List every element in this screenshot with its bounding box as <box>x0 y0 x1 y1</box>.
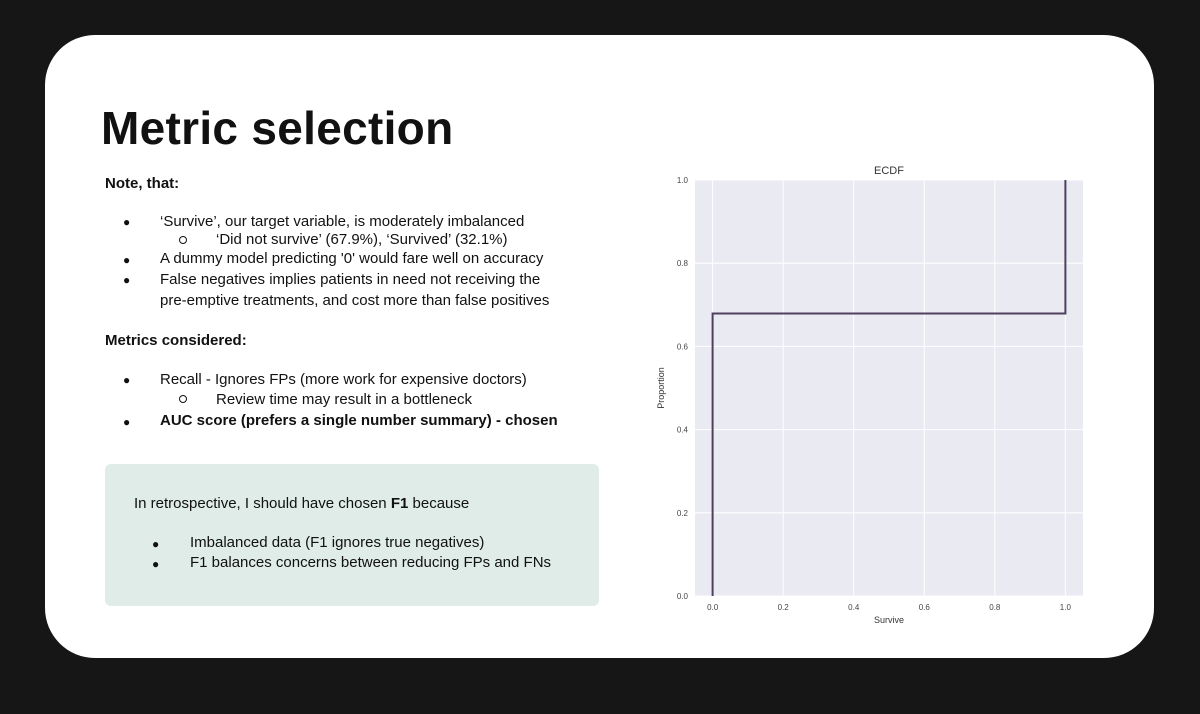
bullet-icon: ● <box>123 373 131 387</box>
callout-item: F1 balances concerns between reducing FP… <box>190 554 552 571</box>
y-tick-label: 0.8 <box>677 259 689 268</box>
x-tick-label: 1.0 <box>1060 603 1072 612</box>
y-tick-label: 0.2 <box>677 509 689 518</box>
x-tick-label: 0.6 <box>919 603 931 612</box>
note-item: False negatives implies patients in need… <box>160 271 541 288</box>
chart-title: ECDF <box>874 165 904 177</box>
y-axis-label: Proportion <box>656 367 666 409</box>
metric-item-chosen: AUC score (prefers a single number summa… <box>160 412 558 429</box>
y-tick-label: 0.4 <box>677 426 689 435</box>
bullet-icon: ● <box>152 557 160 571</box>
callout-intro-bold: F1 <box>390 495 409 512</box>
callout-intro: In retrospective, I should have chosen F… <box>134 495 469 512</box>
sub-bullet-icon <box>179 236 187 244</box>
sub-bullet-icon <box>179 395 187 403</box>
callout-intro-text: In retrospective, I should have chosen <box>134 495 391 512</box>
note-heading: Note, that: <box>105 175 180 192</box>
ecdf-chart: 0.0 0.2 0.4 0.6 0.8 1.0 0.0 0.2 0.4 0.6 0.8 1.0 ECD… <box>656 165 1083 625</box>
bullet-icon: ● <box>152 537 160 551</box>
metrics-heading: Metrics considered: <box>105 332 247 349</box>
page-title: Metric selection <box>101 102 454 154</box>
note-item: ‘Survive’, our target variable, is moder… <box>160 213 525 230</box>
callout-item: Imbalanced data (F1 ignores true negativ… <box>190 534 485 551</box>
y-tick-label: 0.0 <box>677 592 689 601</box>
callout-intro-end: because <box>408 495 470 512</box>
ecdf-line <box>711 180 1067 596</box>
note-item-continued: pre-emptive treatments, and cost more th… <box>160 292 550 309</box>
x-tick-label: 0.2 <box>778 603 790 612</box>
retrospective-callout: In retrospective, I should have chosen F… <box>105 464 599 606</box>
bullet-icon: ● <box>123 415 131 429</box>
y-tick-label: 1.0 <box>677 176 689 185</box>
slide: Metric selection Note, that: ● ‘Survive’… <box>45 35 1154 658</box>
metric-subitem: Review time may result in a bottleneck <box>216 391 472 408</box>
x-tick-label: 0.4 <box>848 603 860 612</box>
x-tick-label: 0.8 <box>989 603 1001 612</box>
note-item: A dummy model predicting '0' would fare … <box>160 250 544 267</box>
note-subitem: ‘Did not survive’ (67.9%), ‘Survived’ (3… <box>216 231 508 248</box>
tick-labels: 0.0 0.2 0.4 0.6 0.8 1.0 0.0 0.2 0.4 0.6 0.8 1.0 <box>677 176 1072 612</box>
y-tick-label: 0.6 <box>677 342 689 351</box>
metric-item: Recall - Ignores FPs (more work for expe… <box>160 371 527 388</box>
x-axis-label: Survive <box>874 615 904 625</box>
bullet-icon: ● <box>123 253 131 267</box>
bullet-icon: ● <box>123 215 131 229</box>
plot-area <box>695 180 1083 596</box>
bullet-icon: ● <box>123 273 131 287</box>
x-tick-label: 0.0 <box>707 603 719 612</box>
